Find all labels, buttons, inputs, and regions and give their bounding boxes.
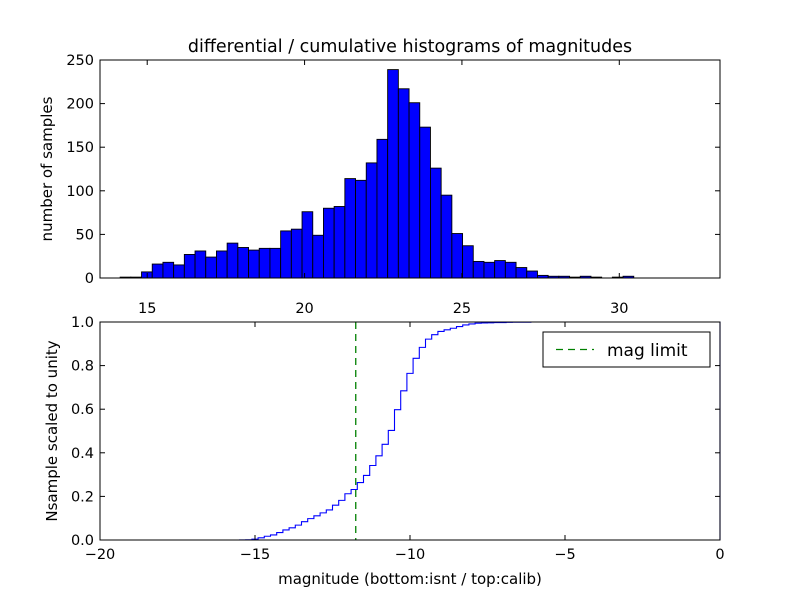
- histogram-bar: [269, 247, 282, 279]
- bottom-y-axis-label: Nsample scaled to unity: [43, 340, 61, 521]
- legend: mag limit: [542, 331, 711, 368]
- histogram-bar: [430, 167, 442, 279]
- y-tick-label: 1.0: [71, 315, 94, 331]
- y-tick-label: 150: [66, 140, 94, 156]
- histogram-bar: [515, 267, 528, 279]
- histogram-bar: [215, 250, 228, 279]
- histogram-bar: [344, 178, 357, 279]
- histogram-bar: [205, 256, 217, 279]
- bottom-axis-ticks: −20 −15 −10 −5 0 0.0 0.2 0.4 0.6 0.8 1.0: [71, 315, 725, 563]
- histogram-bar: [526, 270, 538, 279]
- histogram-bar: [323, 207, 335, 279]
- y-tick-label: 0.8: [71, 359, 94, 375]
- histogram-bar: [451, 233, 464, 279]
- histogram-bar: [258, 247, 271, 279]
- histogram-bar: [183, 254, 196, 279]
- histogram-bar: [408, 102, 421, 279]
- top-y-axis-label: number of samples: [38, 96, 56, 241]
- histogram-bar: [226, 242, 239, 279]
- y-tick-label: 250: [66, 53, 94, 69]
- histogram-bar: [248, 249, 260, 279]
- histogram-bar: [237, 247, 249, 279]
- legend-entry-mag-limit: mag limit: [607, 341, 688, 361]
- y-tick-label: 100: [66, 184, 94, 200]
- histogram-bar: [376, 138, 389, 279]
- bottom-x-axis-label: magnitude (bottom:isnt / top:calib): [278, 570, 542, 588]
- y-tick-label: 200: [66, 97, 94, 113]
- x-tick-label: 0: [715, 547, 724, 563]
- y-tick-label: 0: [85, 271, 94, 287]
- bottom-axes-frame: [99, 321, 721, 541]
- histogram-bar: [333, 206, 346, 279]
- histogram-bar: [312, 234, 324, 279]
- x-tick-label: 15: [138, 301, 156, 317]
- x-tick-label: 25: [453, 301, 471, 317]
- histogram-bar: [355, 179, 367, 279]
- y-tick-label: 0.4: [71, 446, 94, 462]
- histogram-bar: [440, 194, 453, 279]
- top-axes-frame: [99, 59, 721, 279]
- chart-title: differential / cumulative histograms of …: [188, 37, 632, 57]
- x-tick-label: −20: [85, 547, 116, 563]
- y-tick-label: 0.6: [71, 402, 94, 418]
- histogram-bar: [504, 261, 517, 279]
- histogram-bar: [387, 69, 399, 279]
- histogram-bar: [280, 230, 292, 279]
- histogram-bar: [301, 211, 314, 279]
- cumulative-step-line: [100, 321, 721, 541]
- histogram-bar: [397, 88, 410, 279]
- histogram-bar: [462, 245, 474, 279]
- legend-box: [542, 331, 711, 368]
- y-tick-label: 50: [76, 227, 94, 243]
- histogram-bar: [194, 250, 207, 279]
- histogram-bar: [173, 264, 185, 279]
- histogram-bar: [151, 263, 164, 279]
- histogram-bar: [494, 260, 506, 279]
- x-tick-label: −10: [395, 547, 426, 563]
- histogram-bar: [419, 126, 431, 279]
- x-tick-label: 30: [610, 301, 628, 317]
- y-tick-label: 0.0: [71, 533, 94, 549]
- cumulative-panel: −20 −15 −10 −5 0 0.0 0.2 0.4 0.6 0.8 1.0 Nsample s…: [43, 315, 725, 588]
- x-tick-label: −5: [554, 547, 575, 563]
- histogram-bar: [472, 260, 485, 279]
- x-tick-label: 20: [295, 301, 313, 317]
- y-tick-label: 0.2: [71, 489, 94, 505]
- x-tick-label: −15: [240, 547, 271, 563]
- histogram-bar: [290, 228, 303, 279]
- histogram-bar: [483, 261, 496, 279]
- top-axis-ticks: 15 20 25 30 0 50 100 150 200 250: [66, 53, 720, 317]
- histogram-bar: [162, 261, 175, 279]
- histogram-bar: [365, 162, 378, 279]
- histogram-panel: differential / cumulative histograms of …: [38, 37, 721, 317]
